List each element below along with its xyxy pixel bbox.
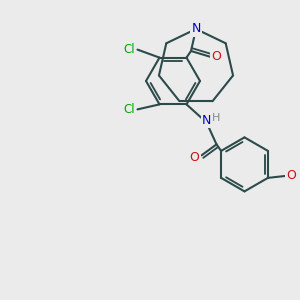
Text: O: O	[286, 169, 296, 182]
Text: Cl: Cl	[124, 43, 135, 56]
Text: H: H	[212, 113, 221, 123]
Text: Cl: Cl	[124, 103, 135, 116]
Text: O: O	[211, 50, 221, 64]
Text: N: N	[202, 114, 211, 127]
Text: N: N	[191, 22, 201, 35]
Text: O: O	[190, 151, 200, 164]
